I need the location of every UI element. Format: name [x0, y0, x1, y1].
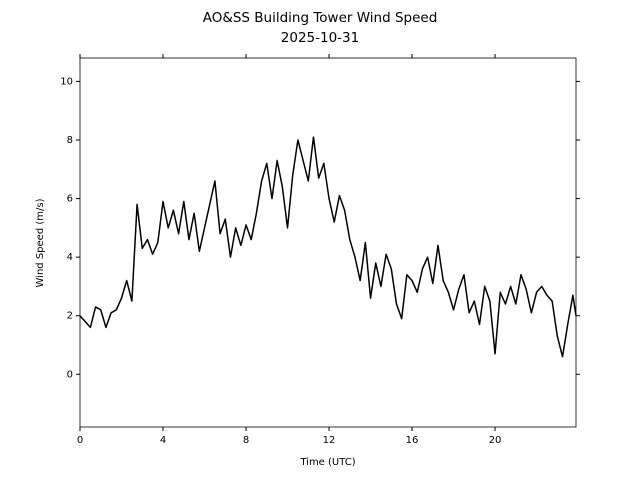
chart-title: AO&SS Building Tower Wind Speed	[203, 10, 438, 26]
y-tick-label: 8	[67, 135, 73, 146]
y-axis-label: Wind Speed (m/s)	[35, 198, 46, 287]
y-tick-label: 4	[67, 252, 73, 263]
x-tick-label: 8	[243, 435, 249, 446]
x-tick-label: 16	[406, 435, 419, 446]
y-tick-label: 0	[67, 369, 73, 380]
data-line	[79, 136, 577, 358]
x-tick-label: 4	[160, 435, 166, 446]
x-axis-label: Time (UTC)	[299, 457, 355, 468]
y-tick-label: 2	[67, 311, 73, 322]
x-tick-label: 12	[323, 435, 336, 446]
plot-frame	[79, 57, 577, 428]
x-tick-label: 20	[489, 435, 502, 446]
y-tick-label: 6	[67, 194, 73, 205]
x-tick-label: 0	[77, 435, 83, 446]
chart-subtitle: 2025-10-31	[281, 30, 359, 46]
y-tick-label: 10	[60, 76, 73, 87]
